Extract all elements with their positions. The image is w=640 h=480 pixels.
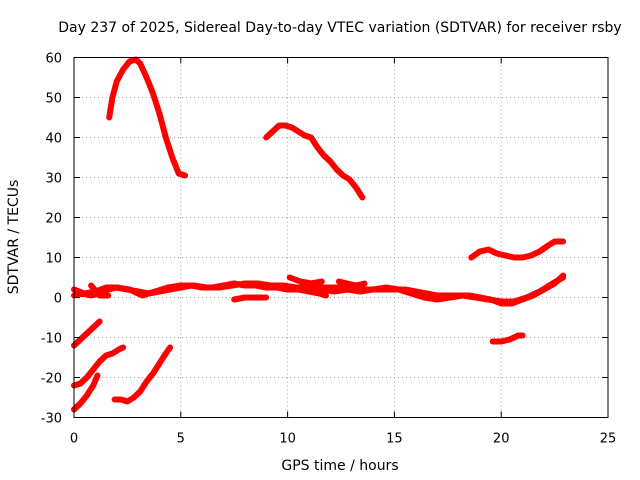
- grid: [74, 57, 608, 418]
- y-tick-label: 20: [45, 212, 62, 227]
- chart-title: Day 237 of 2025, Sidereal Day-to-day VTE…: [58, 20, 621, 36]
- y-tick-label: 50: [45, 92, 62, 107]
- series-arc-neg-28: [71, 372, 101, 413]
- series-band-zero-f: [295, 286, 329, 299]
- series-arc-peak-60: [106, 56, 189, 179]
- axis-ticks: 0 5 10 15 20 25 -30 -20 -10 0 10 20 30 40 50 60: [41, 52, 617, 447]
- y-tick-label: 0: [54, 292, 62, 307]
- y-tick-label: 30: [45, 172, 62, 187]
- y-tick-label: -10: [41, 332, 62, 347]
- series-arc-neg-26: [111, 344, 174, 405]
- x-axis-label: GPS time / hours: [281, 458, 398, 474]
- series-band-zero-e: [286, 274, 325, 287]
- series-arc-upper-late: [468, 238, 567, 261]
- series-arc-peak-43: [263, 122, 366, 201]
- x-tick-label: 15: [386, 432, 403, 447]
- y-tick-label: 40: [45, 132, 62, 147]
- series-band-zero-d: [231, 294, 270, 303]
- x-tick-label: 10: [279, 432, 296, 447]
- series-band-zero-b: [71, 274, 567, 305]
- y-tick-label: -20: [41, 372, 62, 387]
- series-band-zero-g: [335, 278, 368, 289]
- plot-frame: [73, 57, 609, 418]
- y-tick-label: -30: [41, 412, 62, 427]
- x-tick-label: 5: [177, 432, 185, 447]
- x-tick-label: 0: [70, 432, 78, 447]
- series-arc-neg-10: [71, 318, 103, 349]
- series-arc-neg-11: [489, 332, 526, 345]
- x-tick-label: 25: [600, 432, 617, 447]
- plot-series: [71, 56, 567, 413]
- series-band-zero-c: [88, 282, 112, 299]
- y-tick-label: 60: [45, 52, 62, 67]
- series-arc-neg-22: [71, 344, 127, 389]
- x-tick-label: 20: [493, 432, 510, 447]
- y-axis-label: SDTVAR / TECUs: [6, 180, 22, 295]
- y-tick-label: 10: [45, 252, 62, 267]
